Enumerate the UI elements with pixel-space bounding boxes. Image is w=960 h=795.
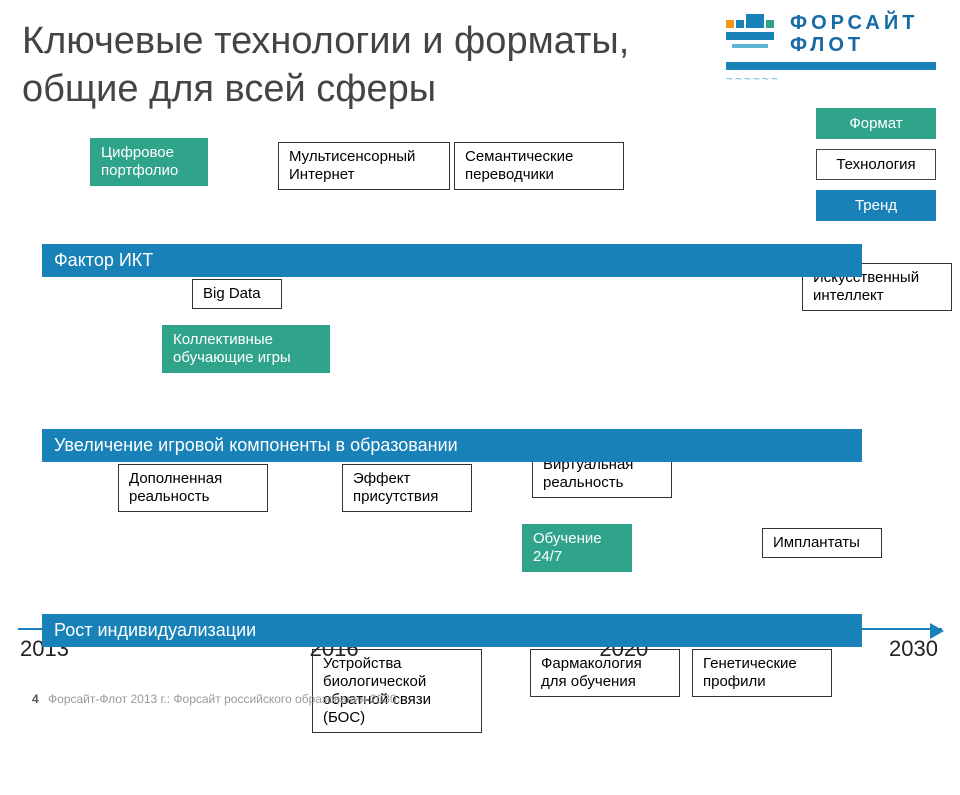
tech-box: Дополненная реальность <box>118 464 268 512</box>
logo-glyph <box>726 14 780 54</box>
trend-group: Коллективные обучающие игрыУвеличение иг… <box>42 375 922 512</box>
legend-format: Формат <box>816 108 936 139</box>
tech-box: Мультисенсорный Интернет <box>278 142 450 190</box>
trend-bar: Фактор ИКТ <box>42 244 862 277</box>
logo-wave: ~~~~~~ <box>726 72 936 86</box>
trend-group: Цифровое портфолиоМультисенсорный Интерн… <box>42 190 922 327</box>
below-row: Big DataИскусственный интеллект <box>42 277 922 327</box>
axis-year: 2030 <box>889 636 938 662</box>
below-row: Дополненная реальность Эффект присутствия… <box>42 462 922 512</box>
page-number: 4 <box>32 692 39 706</box>
above-row: Обучение 24/7Имплантаты <box>42 560 922 614</box>
logo-underline <box>726 62 936 70</box>
tech-box: Big Data <box>192 279 282 309</box>
tech-box: Эффект присутствия <box>342 464 472 512</box>
trend-bar: Увеличение игровой компоненты в образова… <box>42 429 862 462</box>
slide: Ключевые технологии и форматы, общие для… <box>0 0 960 720</box>
logo-text-1: ФОРСАЙТ <box>790 12 918 34</box>
trend-bar: Рост индивидуализации <box>42 614 862 647</box>
above-row: Коллективные обучающие игры <box>42 375 922 429</box>
brand-logo: ФОРСАЙТ ФЛОТ ~~~~~~ <box>726 12 936 86</box>
tech-box: Имплантаты <box>762 528 882 558</box>
footer-text: Форсайт-Флот 2013 г.: Форсайт российског… <box>48 692 400 706</box>
logo-text-2: ФЛОТ <box>790 34 918 56</box>
above-row: Цифровое портфолиоМультисенсорный Интерн… <box>42 190 922 244</box>
page-title: Ключевые технологии и форматы, общие для… <box>22 18 742 113</box>
footer: 4 Форсайт-Флот 2013 г.: Форсайт российск… <box>32 692 400 706</box>
format-box: Коллективные обучающие игры <box>162 325 330 373</box>
tech-box: Семантические переводчики <box>454 142 624 190</box>
format-box: Обучение 24/7 <box>522 524 632 572</box>
format-box: Цифровое портфолио <box>90 138 208 186</box>
legend-tech: Технология <box>816 149 936 180</box>
